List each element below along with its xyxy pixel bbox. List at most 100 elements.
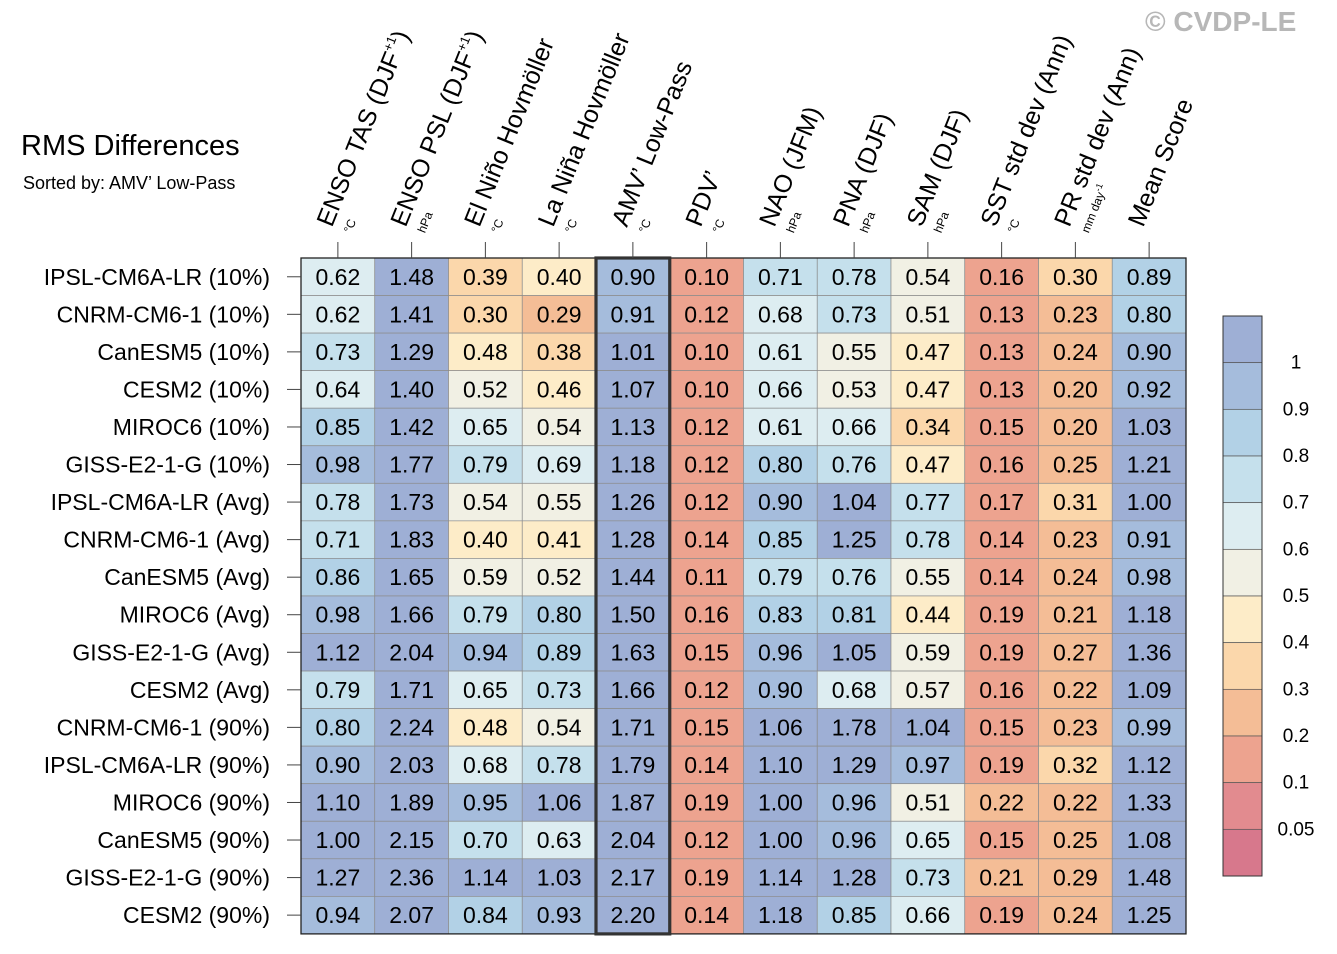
heatmap-cell	[743, 708, 818, 747]
cell-value: 0.14	[684, 527, 729, 553]
heatmap-cell	[669, 558, 744, 597]
cell-value: 1.48	[389, 264, 434, 290]
colorbar-tick-label: 0.8	[1283, 446, 1309, 467]
cell-value: 0.24	[1053, 339, 1098, 365]
cell-value: 0.80	[537, 602, 582, 628]
cell-value: 0.55	[832, 339, 877, 365]
chart-title: RMS Differences	[21, 130, 240, 162]
heatmap-cell	[595, 708, 671, 747]
row-label: MIROC6 (Avg)	[120, 602, 270, 628]
heatmap-cell	[521, 708, 597, 747]
cell-value: 1.33	[1127, 789, 1172, 815]
heatmap-cell	[448, 895, 523, 935]
heatmap-cell	[890, 445, 966, 484]
column-unit: °C	[488, 217, 506, 235]
heatmap-cell	[964, 633, 1039, 672]
cell-value: 0.11	[685, 564, 728, 590]
cell-value: 0.61	[758, 414, 803, 440]
heatmap-cell	[300, 670, 376, 709]
heatmap-cell	[1038, 295, 1113, 334]
heatmap-cell	[595, 295, 671, 334]
cell-value: 2.04	[389, 639, 434, 665]
cell-value: 0.16	[979, 452, 1024, 478]
heatmap-cell	[816, 895, 892, 935]
heatmap-cell	[374, 820, 449, 860]
colorbar-tick-label: 1	[1291, 353, 1302, 374]
colorbar-tick-label: 0.1	[1283, 773, 1309, 794]
heatmap-cell	[374, 257, 449, 296]
heatmap-cell	[1111, 257, 1187, 296]
heatmap-cell	[521, 858, 597, 897]
cell-value: 1.73	[389, 489, 434, 515]
cell-value: 1.44	[610, 564, 655, 590]
heatmap-cell	[374, 745, 449, 785]
row-label: CESM2 (90%)	[123, 902, 270, 928]
heatmap-cell	[448, 783, 523, 822]
heatmap-cell	[374, 858, 449, 897]
cell-value: 1.65	[389, 564, 434, 590]
heatmap-cell	[1038, 670, 1113, 709]
cell-value: 1.29	[832, 752, 877, 778]
cell-value: 2.04	[610, 827, 655, 853]
colorbar-tick-label: 0.4	[1283, 633, 1310, 654]
heatmap-cell	[448, 858, 523, 897]
row-label: GISS-E2-1-G (10%)	[66, 452, 271, 478]
heatmap-cell	[521, 745, 597, 785]
heatmap-cell	[1111, 858, 1187, 897]
cell-value: 0.73	[537, 677, 582, 703]
cell-value: 0.90	[1127, 339, 1172, 365]
cell-value: 0.19	[684, 865, 729, 891]
cell-value: 0.23	[1053, 527, 1098, 553]
cell-value: 0.15	[979, 414, 1024, 440]
heatmap-cell	[1111, 670, 1187, 709]
colorbar-tick-label: 0.7	[1283, 493, 1309, 514]
cell-value: 1.06	[758, 714, 803, 740]
cell-value: 0.96	[832, 827, 877, 853]
heatmap-cell	[1038, 708, 1113, 747]
cell-value: 0.85	[315, 414, 360, 440]
heatmap-cell	[595, 783, 671, 822]
heatmap-cell	[964, 407, 1039, 447]
heatmap-cell	[890, 820, 966, 860]
heatmap-cell	[743, 783, 818, 822]
heatmap-cell	[448, 670, 523, 709]
cell-value: 0.96	[758, 639, 803, 665]
cell-value: 0.19	[979, 639, 1024, 665]
cell-value: 0.99	[1127, 714, 1172, 740]
cell-value: 1.00	[1127, 489, 1172, 515]
row-label: CESM2 (10%)	[123, 376, 270, 402]
heatmap-cell	[521, 783, 597, 822]
heatmap-cell	[816, 670, 892, 709]
cell-value: 1.08	[1127, 827, 1172, 853]
heatmap-cell	[374, 370, 449, 409]
heatmap-cell	[669, 858, 744, 897]
heatmap-cell	[521, 820, 597, 860]
cell-value: 0.86	[315, 564, 360, 590]
cell-value: 0.27	[1053, 639, 1098, 665]
cell-value: 1.79	[610, 752, 655, 778]
cell-value: 0.66	[832, 414, 877, 440]
cell-value: 0.68	[832, 677, 877, 703]
cell-value: 1.78	[832, 714, 877, 740]
cell-value: 1.01	[610, 339, 655, 365]
heatmap-cell	[669, 482, 744, 522]
cell-value: 0.55	[905, 564, 950, 590]
heatmap-cell	[743, 633, 818, 672]
heatmap-cell	[743, 445, 818, 484]
cell-value: 1.14	[463, 865, 508, 891]
heatmap-cell	[448, 482, 523, 522]
cell-value: 0.73	[315, 339, 360, 365]
heatmap-cell	[1111, 520, 1187, 559]
cell-value: 0.93	[537, 902, 582, 928]
cell-value: 1.63	[610, 639, 655, 665]
heatmap-cell	[1111, 633, 1187, 672]
cell-value: 0.17	[979, 489, 1024, 515]
cell-value: 0.62	[315, 264, 360, 290]
cell-value: 0.22	[1053, 789, 1098, 815]
heatmap-cell	[595, 370, 671, 409]
heatmap-cell	[374, 708, 449, 747]
heatmap-cell	[448, 633, 523, 672]
row-label: CESM2 (Avg)	[130, 677, 270, 703]
cell-value: 0.71	[315, 527, 360, 553]
colorbar-segment	[1222, 688, 1263, 737]
